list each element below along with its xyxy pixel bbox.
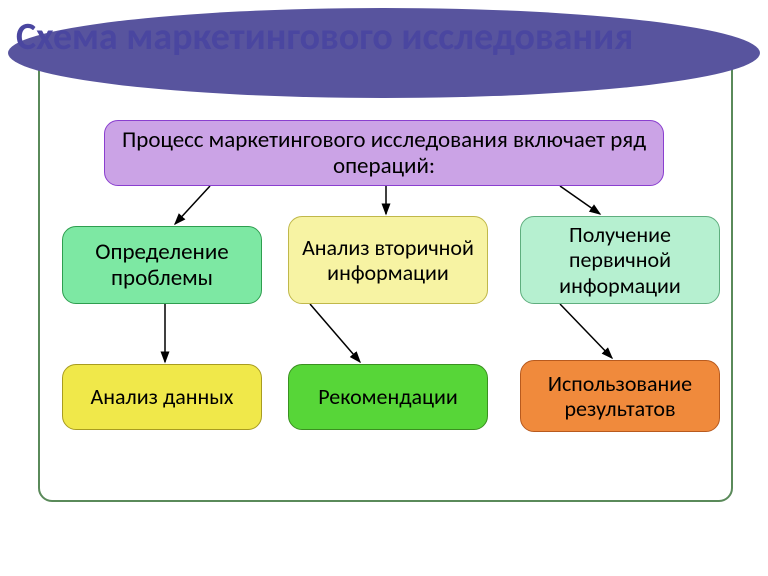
box-r2c3: Использование результатов [520,360,720,432]
arrow-4 [310,304,360,362]
box-r2c1: Анализ данных [62,364,262,430]
arrow-0 [175,186,210,224]
box-r1c1: Определение проблемы [62,226,262,304]
box-top: Процесс маркетингового исследования вклю… [104,120,664,186]
arrow-5 [560,304,612,358]
arrow-2 [560,186,600,214]
box-r1c3: Получение первичной информации [520,216,720,304]
box-r1c2: Анализ вторичной информации [288,216,488,304]
box-r2c2: Рекомендации [288,364,488,430]
